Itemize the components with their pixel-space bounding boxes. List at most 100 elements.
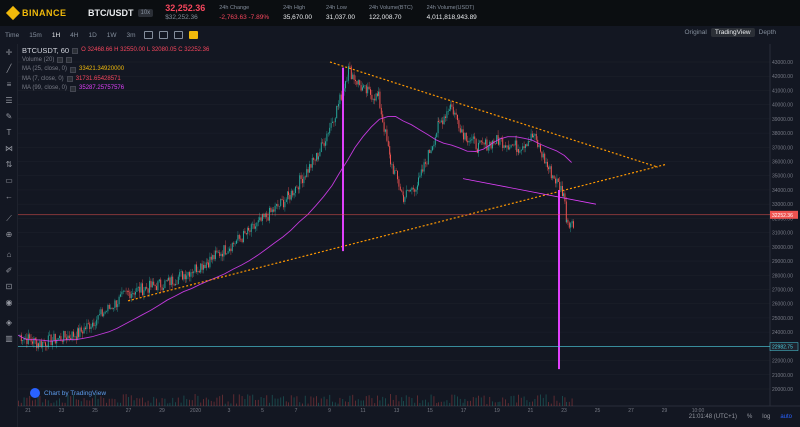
candle-body: [231, 242, 233, 252]
candle-body: [61, 340, 63, 342]
volume-bar: [451, 394, 453, 406]
candle-body: [68, 335, 70, 339]
candle-body: [297, 187, 299, 190]
eye-icon[interactable]: [70, 85, 77, 92]
candle-body: [329, 127, 331, 134]
interval-1d[interactable]: 1D: [88, 31, 97, 39]
pattern-icon[interactable]: ⋈: [5, 144, 13, 153]
settings-icon[interactable]: [66, 57, 73, 64]
horizontal-line-icon[interactable]: ≡: [6, 80, 12, 89]
leverage-badge[interactable]: 10x: [137, 9, 154, 17]
fib-icon[interactable]: ☰: [5, 96, 13, 105]
candle-body: [567, 219, 569, 223]
volume-bar: [92, 398, 93, 406]
candle-body: [25, 337, 26, 339]
candle-body: [136, 287, 138, 292]
candle-body: [538, 145, 540, 147]
interval-3m[interactable]: 3m: [126, 31, 136, 39]
candle-body: [560, 186, 562, 191]
volume-bar: [313, 397, 315, 406]
candle-body: [425, 162, 426, 164]
zoom-icon[interactable]: ⊕: [5, 230, 13, 239]
back-icon[interactable]: ←: [5, 192, 13, 201]
eye-icon[interactable]: [66, 76, 73, 83]
candle-body: [568, 222, 570, 228]
candle-body: [237, 234, 239, 241]
percent-toggle[interactable]: %: [746, 414, 753, 420]
lock-icon[interactable]: ⊡: [5, 282, 13, 291]
layers-icon[interactable]: ◈: [5, 318, 13, 327]
candle-body: [142, 283, 143, 296]
candle-body: [70, 338, 72, 340]
candle-body: [43, 341, 45, 343]
candle-body: [540, 145, 541, 152]
candle-body: [115, 300, 117, 308]
candle-body: [97, 315, 99, 320]
chart-type-icon[interactable]: [143, 31, 153, 39]
candle-body: [529, 140, 531, 142]
volume-bar: [252, 394, 254, 406]
view-original[interactable]: Original: [684, 29, 707, 36]
tradingview-badge[interactable]: Chart by TradingView: [30, 388, 106, 398]
lock-drawing-icon[interactable]: ✐: [5, 266, 13, 275]
volume-bar: [382, 396, 384, 406]
volume-bar: [39, 395, 41, 406]
candle-body: [273, 209, 275, 212]
pair-selector[interactable]: BTC/USDT: [88, 8, 134, 18]
legend-toggle-icon[interactable]: [72, 47, 79, 54]
trend-line-icon[interactable]: ╱: [6, 64, 12, 73]
price-tick-label: 38000.00: [772, 131, 793, 137]
volume-bar: [136, 398, 138, 406]
prediction-icon[interactable]: ⇅: [5, 160, 13, 169]
text-icon[interactable]: T: [6, 128, 12, 137]
brush-icon[interactable]: ✎: [5, 112, 13, 121]
stat-label: 24h High: [283, 5, 306, 11]
candle-body: [158, 279, 160, 282]
view-tradingview[interactable]: TradingView: [710, 28, 755, 37]
volume-bar: [180, 402, 182, 406]
ruler-icon[interactable]: ⟋: [6, 214, 12, 223]
candle-body: [387, 140, 389, 147]
candle-body: [309, 164, 310, 173]
interval-1h[interactable]: 1H: [51, 31, 61, 39]
candle-body: [223, 245, 225, 257]
crosshair-icon[interactable]: ✛: [5, 48, 13, 57]
price-tick-label: 29000.00: [772, 259, 793, 265]
binance-logo[interactable]: BINANCE: [0, 5, 80, 21]
view-depth[interactable]: Depth: [758, 29, 776, 36]
auto-toggle[interactable]: auto: [780, 414, 792, 420]
candle-body: [222, 253, 223, 257]
eye-icon[interactable]: ◉: [5, 298, 13, 307]
log-toggle[interactable]: log: [762, 414, 771, 420]
indicators-icon[interactable]: [158, 31, 168, 39]
volume-bar: [164, 398, 166, 406]
candle-body: [285, 199, 287, 202]
volume-bar: [70, 396, 72, 406]
settings-icon[interactable]: [173, 31, 183, 39]
volume-bar: [172, 397, 174, 406]
price-chart[interactable]: 43000.00 42000.00 41000.00 40000.00 39000.00…: [18, 44, 800, 427]
eye-icon[interactable]: [57, 57, 64, 64]
volume-bar: [472, 397, 474, 406]
interval-1w[interactable]: 1W: [106, 31, 117, 39]
volume-bar: [425, 399, 426, 406]
volume-bar: [371, 398, 373, 406]
fullscreen-icon[interactable]: [188, 31, 198, 39]
candle-body: [187, 272, 189, 276]
interval-15m[interactable]: 15m: [29, 31, 42, 39]
interval-4h[interactable]: 4H: [70, 31, 79, 39]
candle-body: [359, 80, 361, 86]
candle-body: [556, 178, 558, 184]
candle-body: [401, 190, 403, 192]
shapes-icon[interactable]: ▭: [5, 176, 13, 185]
magnet-icon[interactable]: ⌂: [6, 250, 12, 259]
stat-24h-low: 24h Low 31,037.00: [326, 4, 355, 22]
eye-icon[interactable]: [70, 66, 77, 73]
candle-body: [117, 304, 119, 308]
interval-time[interactable]: Time: [5, 31, 20, 39]
candle-body: [552, 175, 554, 179]
trash-icon[interactable]: ▥: [5, 334, 13, 343]
candle-body: [550, 166, 552, 179]
volume-bar: [548, 402, 549, 406]
volume-bar: [37, 395, 39, 406]
